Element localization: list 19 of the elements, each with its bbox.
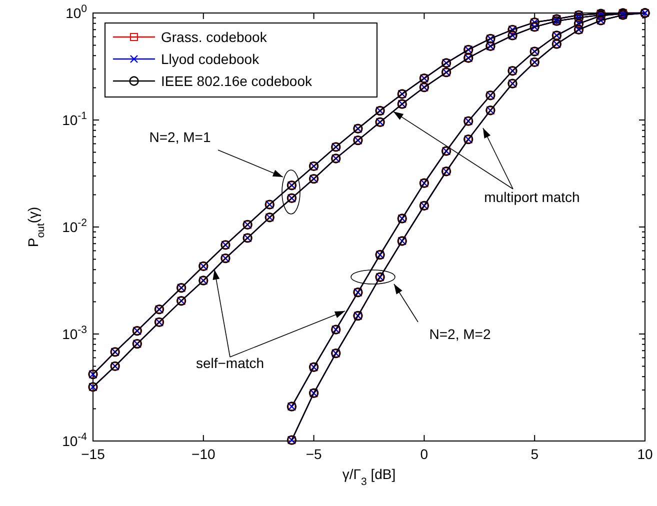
- x-tick-label: −15: [81, 446, 106, 462]
- x-tick-label: −5: [306, 446, 322, 462]
- legend-label: IEEE 802.16e codebook: [161, 73, 314, 89]
- annotation: N=2, M=1: [149, 129, 211, 145]
- x-tick-label: 0: [420, 446, 428, 462]
- annotation: multiport match: [484, 189, 580, 205]
- x-tick-label: 5: [530, 446, 539, 462]
- y-tick-label: 10$^{0}$: [66, 3, 88, 21]
- y-tick-label: 10$^{-3}$: [62, 324, 88, 342]
- y-tick-label: 10$^{-1}$: [62, 110, 88, 128]
- y-tick-label: 10$^{-2}$: [62, 217, 88, 235]
- x-tick-label: 10: [637, 446, 653, 462]
- annotation: N=2, M=2: [429, 326, 491, 342]
- x-tick-label: −10: [192, 446, 216, 462]
- legend-label: Llyod codebook: [161, 51, 260, 67]
- annotation: self−match: [196, 355, 264, 371]
- legend-label: Grass. codebook: [161, 29, 268, 45]
- x-axis-title: γ/Γ$_{3}$ [dB]: [342, 466, 396, 488]
- y-tick-label: 10$^{-4}$: [62, 431, 88, 449]
